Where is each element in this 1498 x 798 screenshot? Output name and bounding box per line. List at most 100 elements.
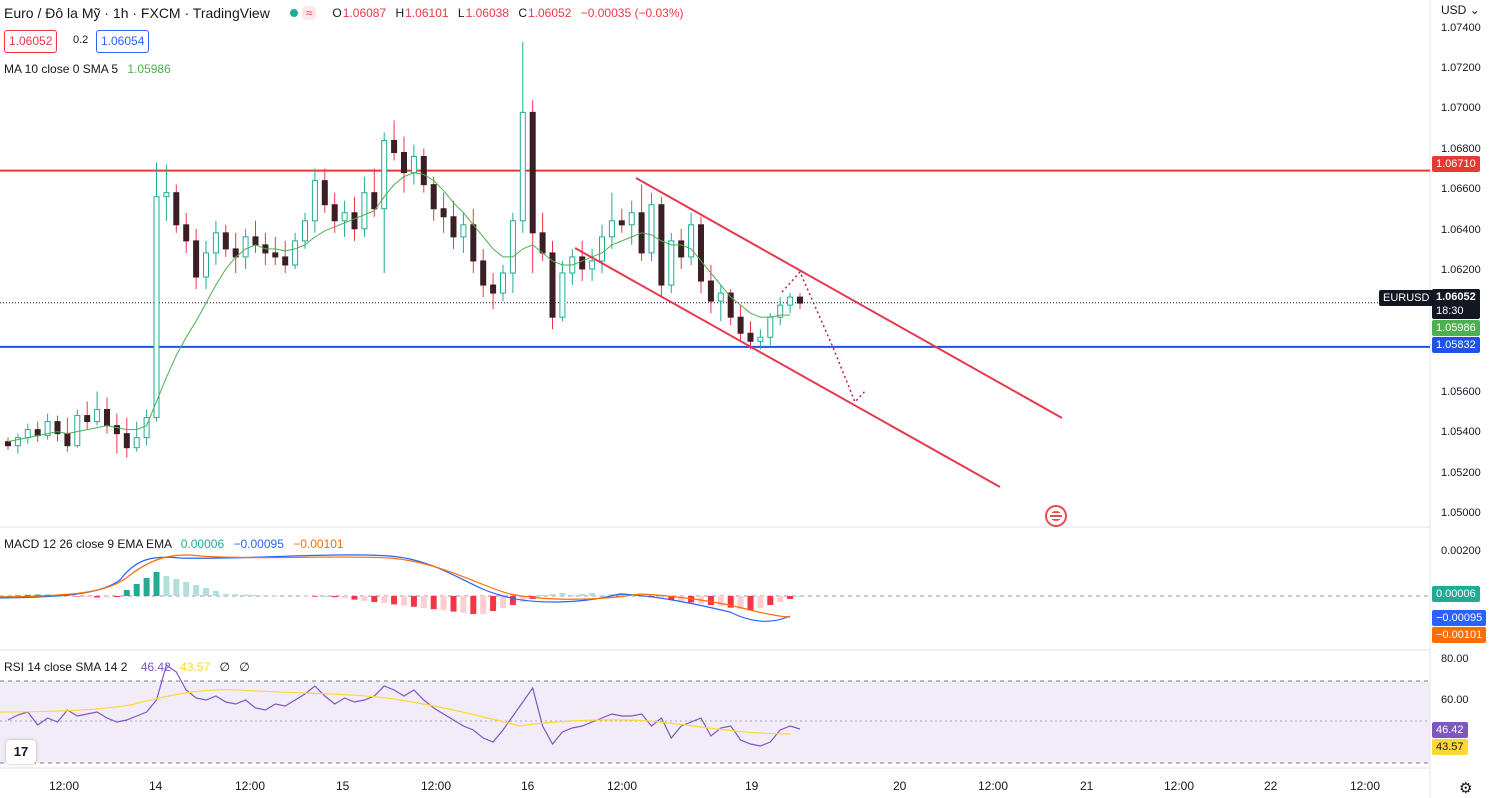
macd-hist-bar bbox=[173, 579, 180, 596]
time-axis-label: 12:00 bbox=[1350, 779, 1381, 793]
macd-hist-bar bbox=[123, 590, 130, 596]
candle-body bbox=[430, 184, 437, 210]
macd-hist-bar bbox=[262, 595, 269, 596]
macd-hist-bar bbox=[272, 595, 279, 596]
candle-body bbox=[460, 224, 467, 238]
candle-body bbox=[113, 425, 120, 435]
macd-hist-bar bbox=[500, 596, 506, 608]
macd-hist-bar bbox=[737, 596, 744, 609]
market-open-icon bbox=[289, 9, 298, 17]
candle-body bbox=[618, 220, 625, 226]
macd-hist-bar bbox=[638, 596, 645, 597]
macd-hist-bar bbox=[94, 596, 101, 598]
macd-hist-bar bbox=[480, 596, 487, 614]
macd-hist-bar bbox=[242, 594, 249, 596]
ma-legend-label: MA 10 close 0 SMA 5 bbox=[4, 62, 119, 76]
macd-hist-bar bbox=[569, 595, 576, 596]
candle-body bbox=[321, 180, 328, 206]
macd-hist-bar bbox=[579, 594, 586, 596]
ma-legend[interactable]: MA 10 close 0 SMA 5 1.05986 bbox=[4, 62, 171, 76]
support-price-tag: 1.05832 bbox=[1432, 337, 1480, 353]
macd-legend[interactable]: MACD 12 26 close 9 EMA EMA 0.00006 −0.00… bbox=[4, 537, 344, 551]
symbol-tag: EURUSD bbox=[1379, 290, 1434, 306]
candle-body bbox=[212, 232, 219, 254]
bar-countdown: 18:30 bbox=[1436, 305, 1464, 317]
time-axis-label: 22 bbox=[1264, 779, 1278, 793]
macd-hist-bar bbox=[727, 596, 734, 608]
candle-body bbox=[54, 421, 61, 435]
sell-button[interactable]: 1.06052 bbox=[4, 30, 58, 53]
candle-body bbox=[173, 192, 180, 226]
symbol-title[interactable]: Euro / Đô la Mỹ · 1h · FXCM · TradingVie… bbox=[4, 5, 270, 21]
high-value: 1.06101 bbox=[405, 6, 449, 20]
candle-body bbox=[133, 437, 140, 449]
macd-hist-bar bbox=[331, 596, 338, 598]
candle-body bbox=[787, 296, 794, 306]
macd-hist-bar bbox=[193, 585, 200, 596]
macd-hist-bar bbox=[163, 576, 170, 596]
candle-body bbox=[391, 139, 398, 154]
macd-hist-bar bbox=[361, 596, 368, 601]
projection-path bbox=[781, 270, 867, 404]
candle-body bbox=[5, 441, 11, 447]
macd-signal-tag: −0.00101 bbox=[1432, 627, 1487, 643]
macd-hist-bar bbox=[787, 596, 794, 599]
macd-hist-bar bbox=[113, 596, 120, 598]
macd-hist-bar bbox=[232, 594, 239, 596]
candle-body bbox=[84, 415, 91, 423]
candle-body bbox=[203, 252, 209, 278]
ma-price-tag: 1.05986 bbox=[1432, 320, 1480, 336]
time-axis-label: 16 bbox=[521, 779, 535, 793]
rsi-line bbox=[7, 664, 801, 747]
rsi-legend[interactable]: RSI 14 close SMA 14 2 46.42 43.57 ∅ ∅ bbox=[4, 660, 250, 674]
macd-line-tag: −0.00095 bbox=[1432, 610, 1487, 626]
time-axis-label: 20 bbox=[893, 779, 907, 793]
candle-body bbox=[707, 280, 714, 302]
open-key: O bbox=[332, 6, 342, 20]
macd-hist-bar bbox=[321, 596, 328, 597]
macd-hist-bar bbox=[450, 596, 457, 612]
wave-icon[interactable]: ≈ bbox=[301, 6, 317, 20]
macd-hist-tag: 0.00006 bbox=[1432, 586, 1480, 602]
rsi-legend-label: RSI 14 close SMA 14 2 bbox=[4, 660, 128, 674]
time-axis-label: 12:00 bbox=[421, 779, 452, 793]
macd-hist-bar bbox=[84, 596, 91, 598]
us-flag-event-icon[interactable] bbox=[1045, 505, 1067, 527]
channel-lower-line bbox=[574, 247, 1001, 488]
buy-button[interactable]: 1.06054 bbox=[96, 30, 150, 53]
candle-body bbox=[500, 272, 506, 294]
candle-body bbox=[64, 433, 71, 447]
tradingview-logo[interactable]: 17 bbox=[6, 740, 36, 764]
candle-body bbox=[589, 260, 596, 270]
candle-body bbox=[302, 220, 308, 242]
close-key: C bbox=[518, 6, 527, 20]
candle-body bbox=[747, 332, 754, 342]
macd-axis-label: 0.00200 bbox=[1441, 545, 1481, 557]
candle-body bbox=[94, 409, 101, 423]
price-axis-label: 1.06400 bbox=[1441, 224, 1481, 236]
ma-legend-value: 1.05986 bbox=[127, 62, 171, 76]
high-key: H bbox=[395, 6, 405, 20]
candle-body bbox=[549, 252, 556, 318]
candle-body bbox=[74, 415, 81, 447]
macd-hist-bar bbox=[490, 596, 497, 611]
time-axis-label: 12:00 bbox=[1164, 779, 1195, 793]
candle-body bbox=[480, 260, 487, 286]
candle-body bbox=[410, 156, 417, 174]
currency-selector[interactable]: USD ⌄ bbox=[1441, 3, 1480, 17]
candle-body bbox=[371, 192, 378, 210]
gear-icon[interactable]: ⚙ bbox=[1459, 780, 1473, 797]
candle-body bbox=[292, 240, 299, 266]
candle-body bbox=[608, 220, 615, 238]
candle-body bbox=[311, 180, 318, 222]
macd-hist-bar bbox=[707, 596, 714, 606]
macd-hist-bar bbox=[688, 596, 695, 603]
macd-hist-bar bbox=[559, 593, 566, 596]
macd-hist-bar bbox=[252, 594, 259, 596]
price-axis-label: 1.05400 bbox=[1441, 426, 1481, 438]
price-axis-label: 1.07200 bbox=[1441, 62, 1481, 74]
low-key: L bbox=[457, 6, 465, 20]
candle-body bbox=[668, 240, 675, 286]
